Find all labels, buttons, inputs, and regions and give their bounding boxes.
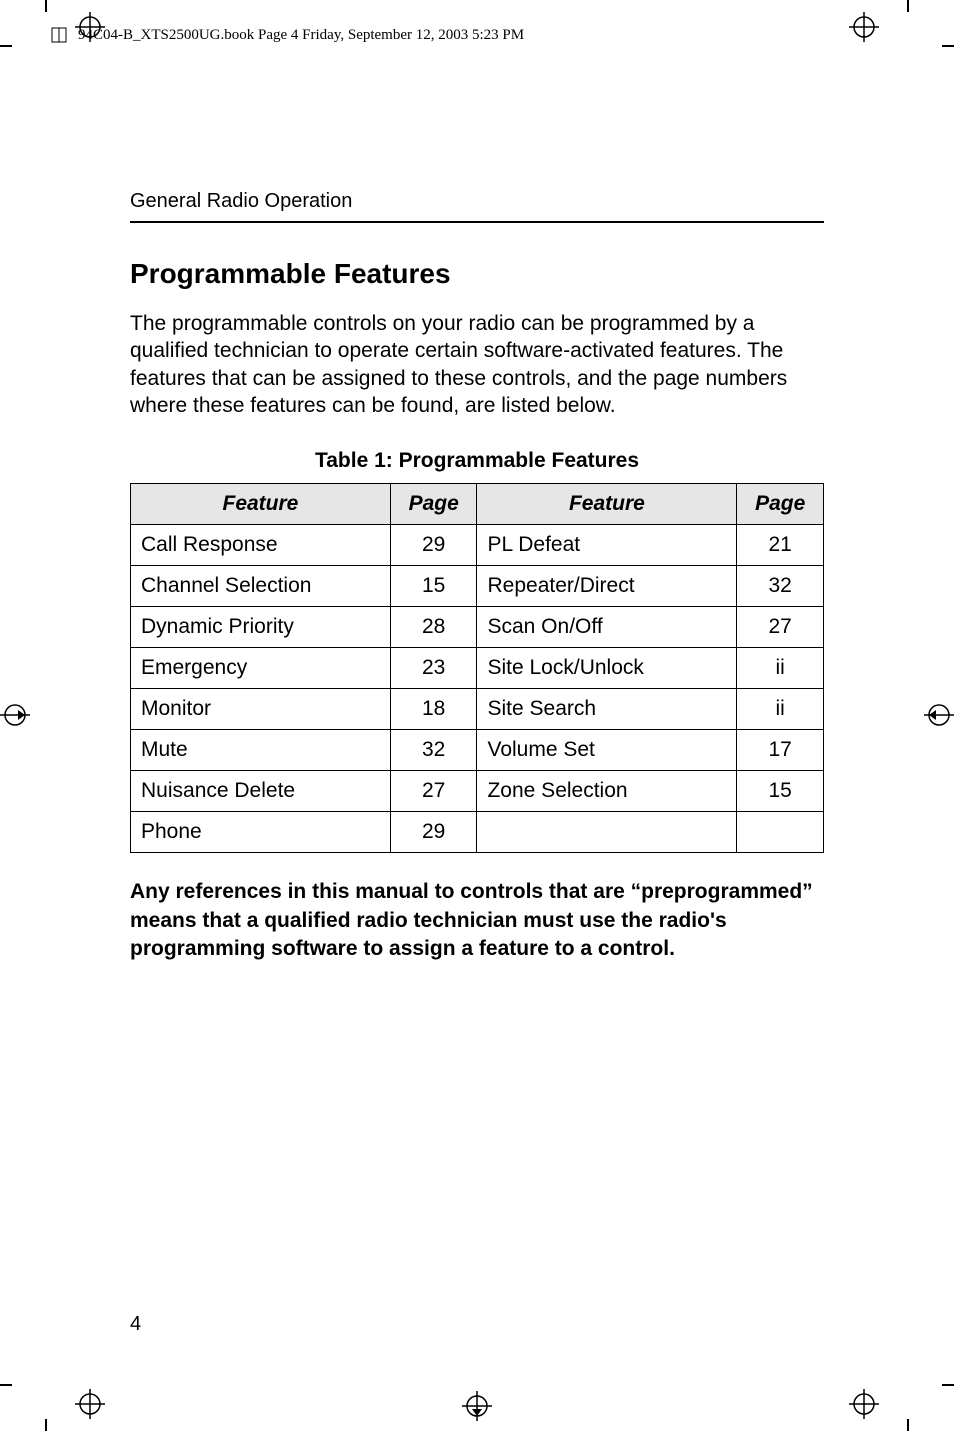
crop-mark <box>0 1384 12 1386</box>
page-cell: 32 <box>737 566 824 607</box>
page-cell: ii <box>737 689 824 730</box>
page-cell: 29 <box>390 812 477 853</box>
feature-cell: Volume Set <box>477 730 737 771</box>
crop-mark <box>942 45 954 47</box>
table-row: Channel Selection15Repeater/Direct32 <box>131 566 824 607</box>
bottom-reg-mark-icon <box>462 1391 492 1421</box>
feature-cell: Monitor <box>131 689 391 730</box>
feature-cell: Mute <box>131 730 391 771</box>
page-cell: 28 <box>390 607 477 648</box>
file-header: 94C04-B_XTS2500UG.book Page 4 Friday, Se… <box>50 26 904 44</box>
reg-mark-icon <box>75 1389 105 1419</box>
intro-paragraph: The programmable controls on your radio … <box>130 310 824 419</box>
table-row: Phone29 <box>131 812 824 853</box>
book-icon <box>50 26 68 44</box>
side-arrow-left-icon <box>0 700 30 730</box>
section-heading: Programmable Features <box>130 258 824 290</box>
bold-note: Any references in this manual to control… <box>130 878 824 963</box>
reg-mark-icon <box>849 1389 879 1419</box>
col-header-page: Page <box>737 484 824 525</box>
page-cell: ii <box>737 648 824 689</box>
table-row: Nuisance Delete27Zone Selection15 <box>131 771 824 812</box>
feature-cell: Nuisance Delete <box>131 771 391 812</box>
feature-cell: Phone <box>131 812 391 853</box>
feature-cell: Zone Selection <box>477 771 737 812</box>
page-cell: 27 <box>737 607 824 648</box>
table-header-row: Feature Page Feature Page <box>131 484 824 525</box>
page-cell: 29 <box>390 525 477 566</box>
table-row: Call Response29PL Defeat21 <box>131 525 824 566</box>
page-cell: 15 <box>390 566 477 607</box>
crop-mark <box>45 1419 47 1431</box>
feature-cell: Call Response <box>131 525 391 566</box>
table-row: Monitor18Site Searchii <box>131 689 824 730</box>
page-cell: 27 <box>390 771 477 812</box>
table-row: Mute32Volume Set17 <box>131 730 824 771</box>
page-cell: 32 <box>390 730 477 771</box>
page-cell <box>737 812 824 853</box>
feature-cell: Scan On/Off <box>477 607 737 648</box>
page-cell: 17 <box>737 730 824 771</box>
col-header-feature: Feature <box>477 484 737 525</box>
crop-mark <box>45 0 47 12</box>
page-cell: 23 <box>390 648 477 689</box>
page-content: General Radio Operation Programmable Fea… <box>130 190 824 963</box>
page-cell: 15 <box>737 771 824 812</box>
running-header: General Radio Operation <box>130 190 824 213</box>
header-rule <box>130 221 824 223</box>
crop-mark <box>907 0 909 12</box>
feature-cell: Channel Selection <box>131 566 391 607</box>
feature-cell: Site Lock/Unlock <box>477 648 737 689</box>
programmable-features-table: Feature Page Feature Page Call Response2… <box>130 483 824 853</box>
feature-cell: Site Search <box>477 689 737 730</box>
page-cell: 21 <box>737 525 824 566</box>
feature-cell <box>477 812 737 853</box>
crop-mark <box>907 1419 909 1431</box>
col-header-feature: Feature <box>131 484 391 525</box>
col-header-page: Page <box>390 484 477 525</box>
page-cell: 18 <box>390 689 477 730</box>
table-row: Emergency23Site Lock/Unlockii <box>131 648 824 689</box>
side-arrow-right-icon <box>924 700 954 730</box>
page-number: 4 <box>130 1313 141 1336</box>
table-caption: Table 1: Programmable Features <box>130 449 824 473</box>
feature-cell: PL Defeat <box>477 525 737 566</box>
table-row: Dynamic Priority28Scan On/Off27 <box>131 607 824 648</box>
feature-cell: Repeater/Direct <box>477 566 737 607</box>
filename-text: 94C04-B_XTS2500UG.book Page 4 Friday, Se… <box>78 27 524 44</box>
feature-cell: Dynamic Priority <box>131 607 391 648</box>
crop-mark <box>0 45 12 47</box>
crop-mark <box>942 1384 954 1386</box>
feature-cell: Emergency <box>131 648 391 689</box>
